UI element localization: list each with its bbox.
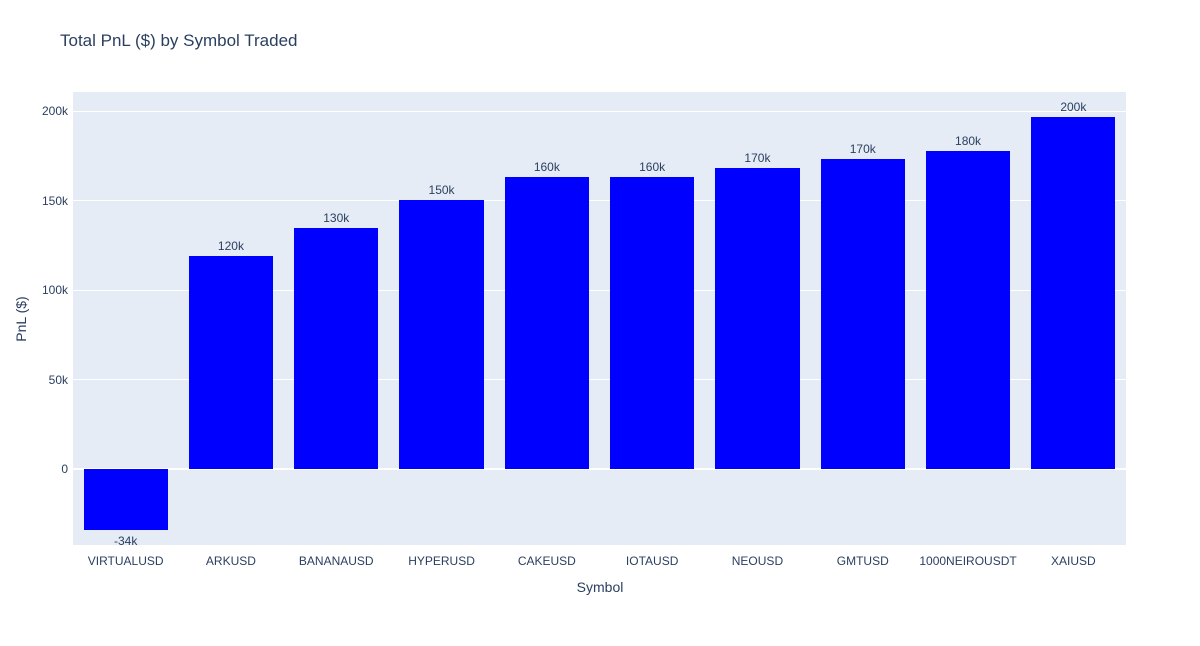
y-tick-label-100k: 100k [41, 283, 68, 298]
y-axis-title: PnL ($) [13, 296, 29, 342]
y-tick-label-200k: 200k [41, 104, 68, 119]
bar-BANANAUSD[interactable] [294, 228, 379, 469]
bar-value-label-BANANAUSD: 130k [323, 211, 350, 226]
x-axis-title: Symbol [576, 579, 624, 595]
bar-CAKEUSD[interactable] [504, 177, 589, 469]
gridline-150k [73, 200, 1126, 202]
bar-value-label-1000NEIROUSDT: 180k [955, 133, 982, 148]
chart-title: Total PnL ($) by Symbol Traded [60, 31, 298, 50]
x-tick-label-VIRTUALUSD: VIRTUALUSD [87, 554, 164, 568]
zero-line [73, 467, 1126, 470]
y-tick-label-0: 0 [61, 461, 68, 476]
bar-XAIUSD[interactable] [1031, 116, 1116, 469]
gridline-200k [73, 110, 1126, 112]
x-tick-label-1000NEIROUSDT: 1000NEIROUSDT [919, 554, 1017, 568]
x-tick-label-HYPERUSD: HYPERUSD [408, 554, 475, 568]
bar-HYPERUSD[interactable] [399, 199, 484, 469]
bar-value-label-GMTUSD: 170k [849, 141, 876, 156]
x-tick-label-GMTUSD: GMTUSD [836, 554, 889, 568]
bar-value-label-ARKUSD: 120k [217, 239, 244, 254]
bar-value-label-VIRTUALUSD: -34k [113, 533, 138, 548]
bar-value-label-CAKEUSD: 160k [533, 160, 560, 175]
x-tick-label-NEOUSD: NEOUSD [731, 554, 784, 568]
bar-ARKUSD[interactable] [188, 256, 274, 469]
bar-1000NEIROUSDT[interactable] [925, 150, 1011, 469]
bar-VIRTUALUSD[interactable] [83, 468, 168, 530]
gridline-100k [73, 289, 1126, 291]
plot-area: -34k 120k 130k 150k 160k 160k 170k 170k 180k 200k [73, 92, 1126, 548]
x-tick-label-ARKUSD: ARKUSD [205, 554, 256, 568]
x-tick-label-CAKEUSD: CAKEUSD [517, 554, 576, 568]
x-tick-label-XAIUSD: XAIUSD [1051, 554, 1096, 568]
bar-value-label-IOTAUSD: 160k [639, 160, 666, 175]
bar-GMTUSD[interactable] [820, 158, 905, 469]
x-tick-label-IOTAUSD: IOTAUSD [625, 554, 679, 568]
bar-value-label-XAIUSD: 200k [1060, 99, 1087, 114]
y-tick-label-50k: 50k [48, 372, 68, 387]
x-tick-label-BANANAUSD: BANANAUSD [298, 554, 374, 568]
y-tick-label-150k: 150k [41, 193, 68, 208]
bar-IOTAUSD[interactable] [610, 177, 695, 469]
bar-NEOUSD[interactable] [715, 168, 800, 469]
gridline-50k [73, 379, 1126, 380]
bar-value-label-HYPERUSD: 150k [428, 182, 455, 197]
bar-value-label-NEOUSD: 170k [744, 151, 771, 166]
